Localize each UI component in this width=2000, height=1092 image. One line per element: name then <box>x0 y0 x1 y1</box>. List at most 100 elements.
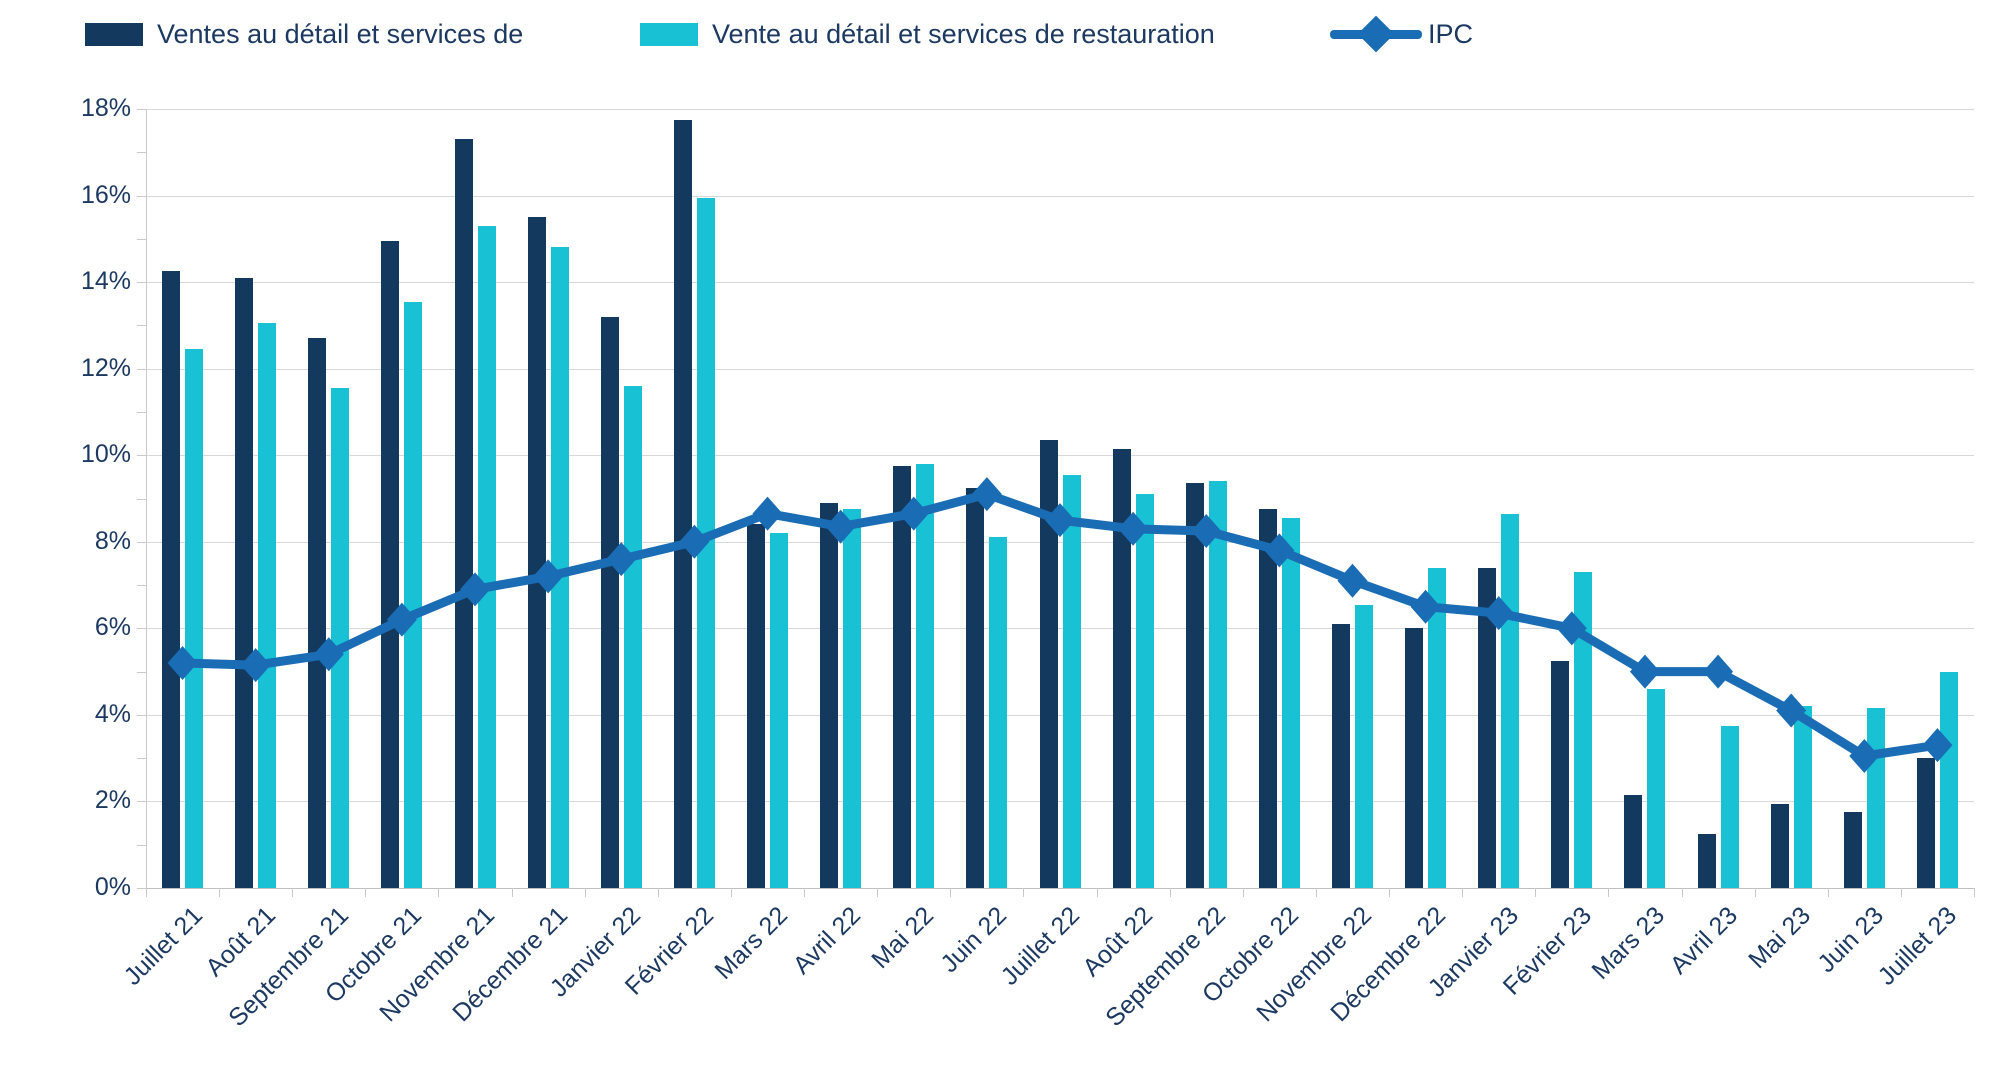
y-tick-11 <box>137 411 146 413</box>
y-axis-label-14: 14% <box>80 267 131 296</box>
y-tick-10 <box>137 455 146 457</box>
bar-ventes-detail-ao-t-22 <box>1112 448 1131 888</box>
y-axis-label-12: 12% <box>80 353 131 382</box>
y-tick-7 <box>137 585 146 587</box>
ipc-marker-juillet-22 <box>1045 503 1075 538</box>
bar-ventes-detail-d-cembre-21 <box>527 217 546 888</box>
bar-restauration-juillet-22 <box>1062 474 1081 888</box>
bar-restauration-novembre-21 <box>477 225 496 888</box>
y-tick-8 <box>137 541 146 543</box>
x-tick-4 <box>438 888 440 897</box>
y-axis-label-8: 8% <box>94 526 131 555</box>
bar-ventes-detail-f-vrier-22 <box>673 119 692 888</box>
x-tick-14 <box>1169 888 1171 897</box>
y-tick-16 <box>137 195 146 197</box>
bar-ventes-detail-juillet-23 <box>1916 758 1935 888</box>
bar-ventes-detail-juillet-22 <box>1039 440 1058 888</box>
bar-ventes-detail-janvier-22 <box>600 316 619 888</box>
x-tick-16 <box>1315 888 1317 897</box>
bar-restauration-juillet-21 <box>185 349 204 888</box>
bar-ventes-detail-septembre-21 <box>308 338 327 888</box>
gridline-8 <box>146 541 1974 543</box>
bar-restauration-octobre-22 <box>1281 517 1300 888</box>
x-tick-9 <box>804 888 806 897</box>
gridline-16 <box>146 195 1974 197</box>
bar-ventes-detail-juillet-21 <box>162 271 181 888</box>
bar-restauration-d-cembre-22 <box>1428 567 1447 888</box>
ipc-marker-juin-22 <box>971 477 1002 512</box>
bar-restauration-juin-22 <box>989 537 1008 888</box>
x-tick-22 <box>1754 888 1756 897</box>
y-tick-3 <box>137 758 146 760</box>
bar-ventes-detail-janvier-23 <box>1478 567 1497 888</box>
legend-label-ipc: IPC <box>1428 18 1474 49</box>
ipc-marker-d-cembre-21 <box>533 559 564 594</box>
bar-restauration-septembre-22 <box>1208 481 1227 888</box>
bar-restauration-ao-t-22 <box>1135 494 1154 888</box>
bar-ventes-detail-avril-23 <box>1697 833 1716 888</box>
y-tick-9 <box>137 498 146 500</box>
bar-ventes-detail-mai-22 <box>893 466 912 888</box>
y-axis-label-0: 0% <box>94 873 131 901</box>
bar-restauration-octobre-21 <box>404 301 423 888</box>
bar-restauration-avril-23 <box>1720 725 1739 888</box>
x-tick-10 <box>877 888 879 897</box>
x-tick-12 <box>1023 888 1025 897</box>
ipc-marker-septembre-21 <box>313 637 344 672</box>
bar-ventes-detail-avril-22 <box>820 502 839 888</box>
ipc-marker-mai-22 <box>898 496 929 531</box>
ipc-marker-mars-23 <box>1629 654 1660 689</box>
y-tick-1 <box>137 844 146 846</box>
y-axis-label-16: 16% <box>80 180 131 209</box>
y-axis-label-10: 10% <box>80 440 131 469</box>
ipc-marker-f-vrier-23 <box>1556 611 1587 646</box>
bar-restauration-janvier-22 <box>623 385 642 888</box>
x-axis-baseline <box>146 888 1974 889</box>
ipc-marker-juin-23 <box>1849 739 1880 774</box>
y-tick-2 <box>137 801 146 803</box>
bar-ventes-detail-octobre-21 <box>381 240 400 888</box>
x-tick-13 <box>1096 888 1098 897</box>
ipc-marker-ao-t-22 <box>1118 511 1149 546</box>
bar-ventes-detail-ao-t-21 <box>235 277 254 888</box>
x-tick-3 <box>365 888 367 897</box>
x-tick-23 <box>1827 888 1829 897</box>
bar-ventes-detail-f-vrier-23 <box>1551 660 1570 888</box>
bar-ventes-detail-mai-23 <box>1770 803 1789 888</box>
x-tick-18 <box>1462 888 1464 897</box>
y-tick-5 <box>137 671 146 673</box>
x-tick-8 <box>730 888 732 897</box>
ipc-marker-novembre-22 <box>1337 563 1368 598</box>
bar-restauration-f-vrier-23 <box>1574 572 1593 888</box>
y-tick-0 <box>137 888 146 889</box>
x-tick-0 <box>146 888 147 897</box>
ipc-marker-juillet-23 <box>1922 728 1953 763</box>
x-tick-17 <box>1389 888 1391 897</box>
ipc-marker-octobre-22 <box>1264 533 1295 568</box>
gridline-6 <box>146 628 1974 630</box>
bar-restauration-mars-23 <box>1647 688 1666 888</box>
y-tick-15 <box>137 238 146 240</box>
y-tick-14 <box>137 282 146 284</box>
legend-swatch-navy <box>85 22 143 46</box>
y-tick-6 <box>137 628 146 630</box>
bar-restauration-novembre-22 <box>1354 604 1373 888</box>
y-tick-13 <box>137 325 146 327</box>
ipc-line-layer <box>167 477 1953 774</box>
x-tick-1 <box>219 888 221 897</box>
ipc-marker-mai-23 <box>1776 693 1807 728</box>
y-tick-12 <box>137 368 146 370</box>
bar-ventes-detail-septembre-22 <box>1185 483 1204 888</box>
bar-restauration-mars-22 <box>770 533 789 888</box>
ipc-marker-avril-23 <box>1703 654 1734 689</box>
bar-ventes-detail-novembre-21 <box>454 139 473 888</box>
x-tick-20 <box>1608 888 1610 897</box>
gridline-12 <box>146 368 1974 370</box>
x-tick-24 <box>1900 888 1902 897</box>
x-tick-21 <box>1681 888 1683 897</box>
bar-ventes-detail-octobre-22 <box>1258 509 1277 888</box>
ipc-marker-mars-22 <box>752 496 783 531</box>
gridline-18 <box>146 109 1974 110</box>
legend-label-vente-restauration: Vente au détail et services de restaurat… <box>712 18 1215 49</box>
